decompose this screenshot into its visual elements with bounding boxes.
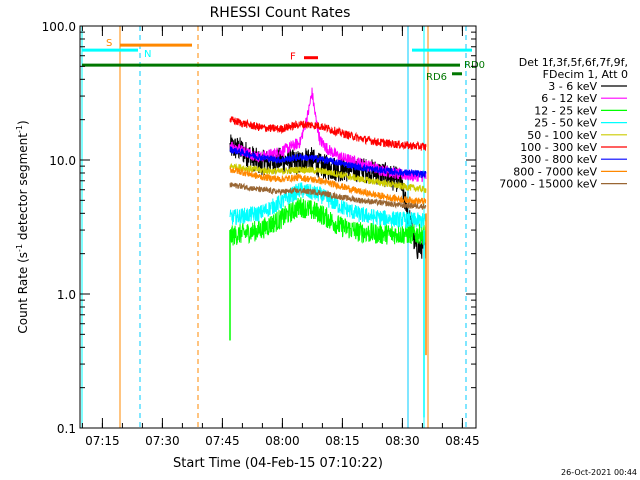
x-tick-label: 07:15 — [85, 434, 120, 448]
legend-label: 3 - 6 keV — [548, 80, 597, 93]
x-tick-label: 07:45 — [205, 434, 240, 448]
y-tick-label: 100.0 — [42, 20, 76, 34]
flag-label-f: F — [290, 52, 296, 63]
flag-label-rd0: RD0 — [464, 60, 485, 71]
legend-label: 6 - 12 keV — [541, 92, 597, 105]
legend-label: 50 - 100 keV — [527, 129, 597, 142]
series-line-800-7000-keV — [229, 166, 427, 206]
y-tick-label: 10.0 — [49, 154, 76, 168]
x-tick-label: 08:00 — [265, 434, 300, 448]
series-line-300-800-keV — [229, 146, 427, 179]
y-axis-label: Count Rate (s-1 detector segment-1) — [15, 120, 30, 333]
y-tick-label: 1.0 — [57, 288, 76, 302]
plot-frame — [79, 25, 477, 429]
legend-header: Det 1f,3f,5f,6f,7f,9f, — [519, 56, 628, 69]
flag-label-s: S — [106, 38, 112, 49]
chart-title: RHESSI Count Rates — [210, 5, 351, 21]
x-axis-label: Start Time (04-Feb-15 07:10:22) — [173, 456, 383, 471]
legend-label: 100 - 300 keV — [520, 141, 597, 154]
legend-label: 800 - 7000 keV — [513, 165, 597, 178]
plot-content: S N F RD0 RD6 — [81, 26, 485, 428]
y-tick-label: 0.1 — [57, 422, 76, 436]
series-line-12-25-keV — [229, 197, 427, 246]
flag-label-rd6: RD6 — [426, 72, 447, 83]
x-tick-label: 08:15 — [325, 434, 360, 448]
x-axis-ticks: 07:15 07:30 07:45 08:00 08:15 08:30 08:45 — [81, 26, 480, 448]
legend-header: FDecim 1, Att 0 — [543, 68, 628, 81]
x-tick-label: 08:45 — [445, 434, 480, 448]
x-tick-label: 08:30 — [385, 434, 420, 448]
legend-label: 12 - 25 keV — [534, 104, 597, 117]
x-tick-label: 07:30 — [145, 434, 180, 448]
legend-label: 7000 - 15000 keV — [499, 178, 597, 191]
footer-timestamp: 26-Oct-2021 00:44 — [561, 468, 637, 477]
chart-legend: Det 1f,3f,5f,6f,7f,9f,FDecim 1, Att 03 -… — [499, 56, 628, 191]
series-line-25-50-keV — [229, 182, 427, 229]
series-line-7000-15000-keV — [229, 182, 427, 210]
legend-label: 300 - 800 keV — [520, 153, 597, 166]
series-line-100-300-keV — [229, 116, 427, 152]
flag-label-n: N — [144, 49, 151, 60]
series-line-50-100-keV — [229, 163, 427, 194]
y-axis-ticks: 0.1 1.0 10.0 100.0 — [42, 20, 476, 436]
legend-label: 25 - 50 keV — [534, 117, 597, 130]
